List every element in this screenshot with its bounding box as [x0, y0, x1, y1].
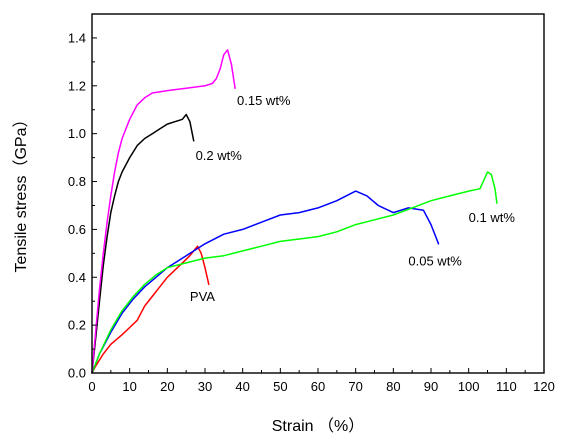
- y-tick-label: 0.0: [68, 366, 86, 381]
- x-tick-label: 100: [458, 379, 480, 394]
- y-tick-label: 0.2: [68, 318, 86, 333]
- y-tick-label: 1.2: [68, 78, 86, 93]
- y-axis-title: Tensile stress（GPa）: [12, 112, 30, 273]
- y-tick-label: 0.6: [68, 222, 86, 237]
- x-axis: 0 10 20 30 40 50 60 70 80 90 100 110 120: [88, 368, 555, 394]
- series-line-0-05-wt: [91, 190, 440, 374]
- series-line-0-15-wt: [91, 49, 236, 374]
- series-annotation: 0.05 wt%: [408, 253, 462, 268]
- y-axis: 0.0 0.2 0.4 0.6 0.8 1.0 1.2 1.4: [68, 30, 97, 381]
- x-tick-label: 80: [386, 379, 400, 394]
- series-annotation: 0.1 wt%: [469, 210, 516, 225]
- series-line-0-1-wt: [91, 171, 498, 374]
- x-tick-label: 20: [160, 379, 174, 394]
- x-tick-label: 60: [311, 379, 325, 394]
- x-axis-title: Strain （%）: [272, 417, 364, 435]
- x-tick-label: 40: [235, 379, 249, 394]
- x-tick-label: 0: [88, 379, 95, 394]
- series-annotation: PVA: [190, 289, 215, 304]
- x-tick-label: 30: [198, 379, 212, 394]
- x-tick-label: 110: [496, 379, 517, 394]
- y-tick-label: 0.8: [68, 174, 86, 189]
- x-tick-label: 90: [424, 379, 438, 394]
- series-annotation: 0.2 wt%: [196, 148, 243, 163]
- y-tick-label: 0.4: [68, 270, 86, 285]
- series-line-0-2-wt: [91, 113, 195, 374]
- x-tick-label: 120: [533, 379, 555, 394]
- x-tick-label: 10: [122, 379, 136, 394]
- series-annotation: 0.15 wt%: [237, 93, 291, 108]
- y-tick-label: 1.4: [68, 30, 86, 45]
- annotations: 0.15 wt% 0.2 wt% 0.1 wt% 0.05 wt% PVA: [190, 93, 515, 304]
- series-layer: [91, 49, 498, 374]
- x-tick-label: 70: [348, 379, 362, 394]
- x-tick-label: 50: [273, 379, 287, 394]
- y-tick-label: 1.0: [68, 126, 86, 141]
